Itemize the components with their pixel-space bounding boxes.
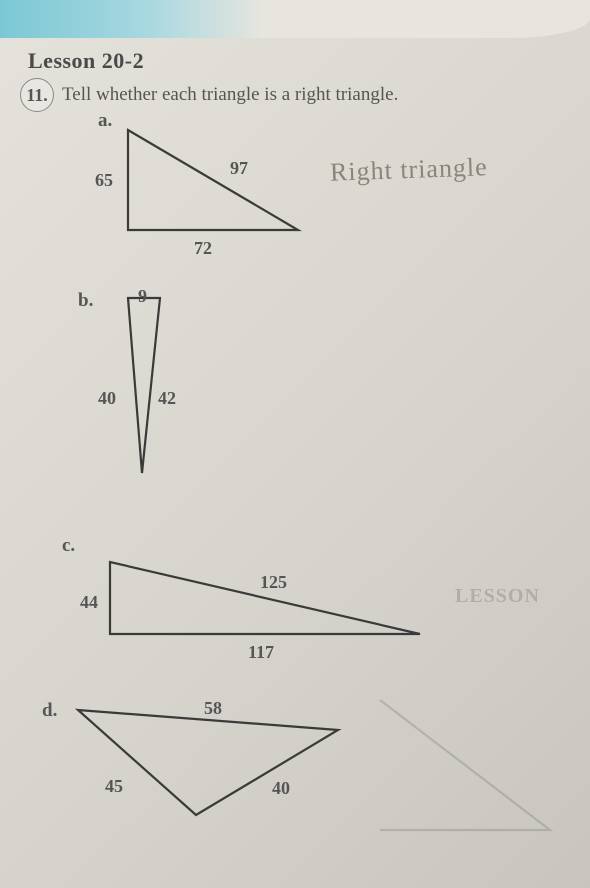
triangle-c-side-left: 44 xyxy=(80,592,98,613)
triangle-a-side-base: 72 xyxy=(194,238,212,259)
triangle-c-side-hyp: 125 xyxy=(260,572,287,593)
ghost-triangle xyxy=(380,700,560,840)
part-a-label: a. xyxy=(98,110,112,132)
question-number-circle: 11. xyxy=(20,78,54,112)
ghost-lesson-text: LESSON xyxy=(455,585,540,608)
triangle-d-shape xyxy=(78,710,338,815)
question-row: 11. Tell whether each triangle is a righ… xyxy=(20,78,398,112)
handwritten-answer-a: Right triangle xyxy=(330,152,489,187)
part-c-label: c. xyxy=(62,535,75,557)
triangle-d xyxy=(78,710,358,830)
triangle-b-side-top: 9 xyxy=(138,286,147,307)
triangle-b-shape xyxy=(128,298,160,473)
triangle-d-side-left: 45 xyxy=(105,776,123,797)
triangle-a-side-hyp: 97 xyxy=(230,158,248,179)
triangle-a-side-left: 65 xyxy=(95,170,113,191)
worksheet-page: Lesson 20-2 11. Tell whether each triang… xyxy=(0,0,590,888)
part-d-label: d. xyxy=(42,700,57,722)
triangle-b-side-left: 40 xyxy=(98,388,116,409)
triangle-b-side-right: 42 xyxy=(158,388,176,409)
part-b-label: b. xyxy=(78,290,93,312)
lesson-title: Lesson 20-2 xyxy=(28,48,144,74)
triangle-d-side-top: 58 xyxy=(204,698,222,719)
triangle-c-side-base: 117 xyxy=(248,642,274,663)
triangle-a-shape xyxy=(128,130,298,230)
top-accent-bar xyxy=(0,0,590,38)
triangle-a xyxy=(128,130,308,240)
question-text: Tell whether each triangle is a right tr… xyxy=(62,84,398,106)
ghost-triangle-shape xyxy=(380,700,550,830)
triangle-d-side-right: 40 xyxy=(272,778,290,799)
question-number: 11. xyxy=(26,85,48,106)
